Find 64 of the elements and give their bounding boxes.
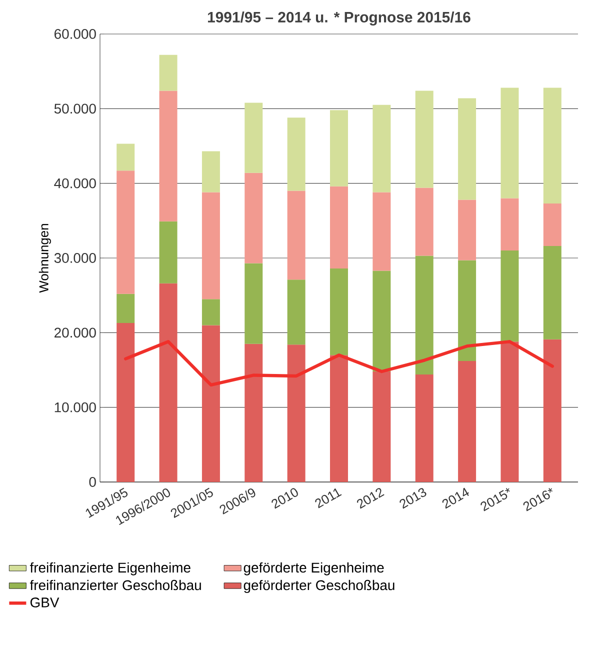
bar xyxy=(202,325,220,482)
legend-label: GBV xyxy=(30,598,60,608)
bar xyxy=(458,200,476,260)
bar xyxy=(244,344,263,482)
bar xyxy=(458,98,476,200)
bar xyxy=(372,192,391,271)
bar xyxy=(330,355,348,482)
bar xyxy=(116,144,135,171)
bar xyxy=(415,256,434,374)
bar xyxy=(244,102,263,173)
x-tick-label: 2011 xyxy=(315,488,342,508)
chart-title: 1991/95 – 2014 u. * Prognose 2015/16 xyxy=(208,12,470,26)
bar xyxy=(500,198,519,251)
x-tick-label: 2014 xyxy=(442,488,469,509)
y-tick-label: 30.000 xyxy=(54,253,96,263)
bar xyxy=(330,186,348,268)
bar xyxy=(330,110,348,186)
bar xyxy=(159,90,178,222)
bar xyxy=(543,88,562,204)
x-tick-label: 2012 xyxy=(356,488,384,509)
bar xyxy=(543,246,562,340)
bar xyxy=(159,54,178,91)
bar xyxy=(287,190,306,280)
bar xyxy=(415,374,434,482)
bar xyxy=(458,361,476,482)
y-axis-title: Wohnungen xyxy=(38,224,51,293)
bar xyxy=(116,170,135,294)
legend-label: geförderter Geschoßbau xyxy=(244,580,394,593)
bar xyxy=(415,90,434,188)
bar xyxy=(159,221,178,284)
bar xyxy=(330,268,348,356)
bar xyxy=(287,280,306,345)
bar xyxy=(458,260,476,362)
bar xyxy=(372,371,391,482)
y-tick-label: 50.000 xyxy=(54,104,96,114)
bar xyxy=(116,294,135,323)
legend-label: freifinanzierter Geschoßbau xyxy=(30,580,201,590)
bar xyxy=(244,172,263,264)
bar xyxy=(372,104,391,192)
legend-label: geförderte Eigenheime xyxy=(244,562,384,576)
legend-label: freifinanzierte Eigenheime xyxy=(30,562,190,576)
x-tick-label: 2013 xyxy=(400,488,426,509)
y-tick-label: 60.000 xyxy=(54,29,96,39)
bar xyxy=(543,203,562,246)
bar xyxy=(415,188,434,256)
bar xyxy=(543,339,562,482)
bar xyxy=(116,322,135,482)
x-tick-label: 2010 xyxy=(272,488,298,509)
y-tick-label: 40.000 xyxy=(54,178,96,188)
bar xyxy=(500,342,519,482)
y-tick-label: 0 xyxy=(89,477,96,487)
y-tick-label: 20.000 xyxy=(54,328,96,338)
bar xyxy=(202,192,220,300)
y-tick-label: 10.000 xyxy=(54,402,96,412)
bar xyxy=(159,283,178,482)
bar xyxy=(500,250,519,342)
bar xyxy=(287,344,306,482)
bar xyxy=(500,88,519,198)
bar xyxy=(372,270,391,372)
line-series xyxy=(124,340,554,387)
bar xyxy=(287,118,306,191)
bar xyxy=(202,151,220,192)
bar xyxy=(244,263,263,344)
bar xyxy=(202,299,220,326)
